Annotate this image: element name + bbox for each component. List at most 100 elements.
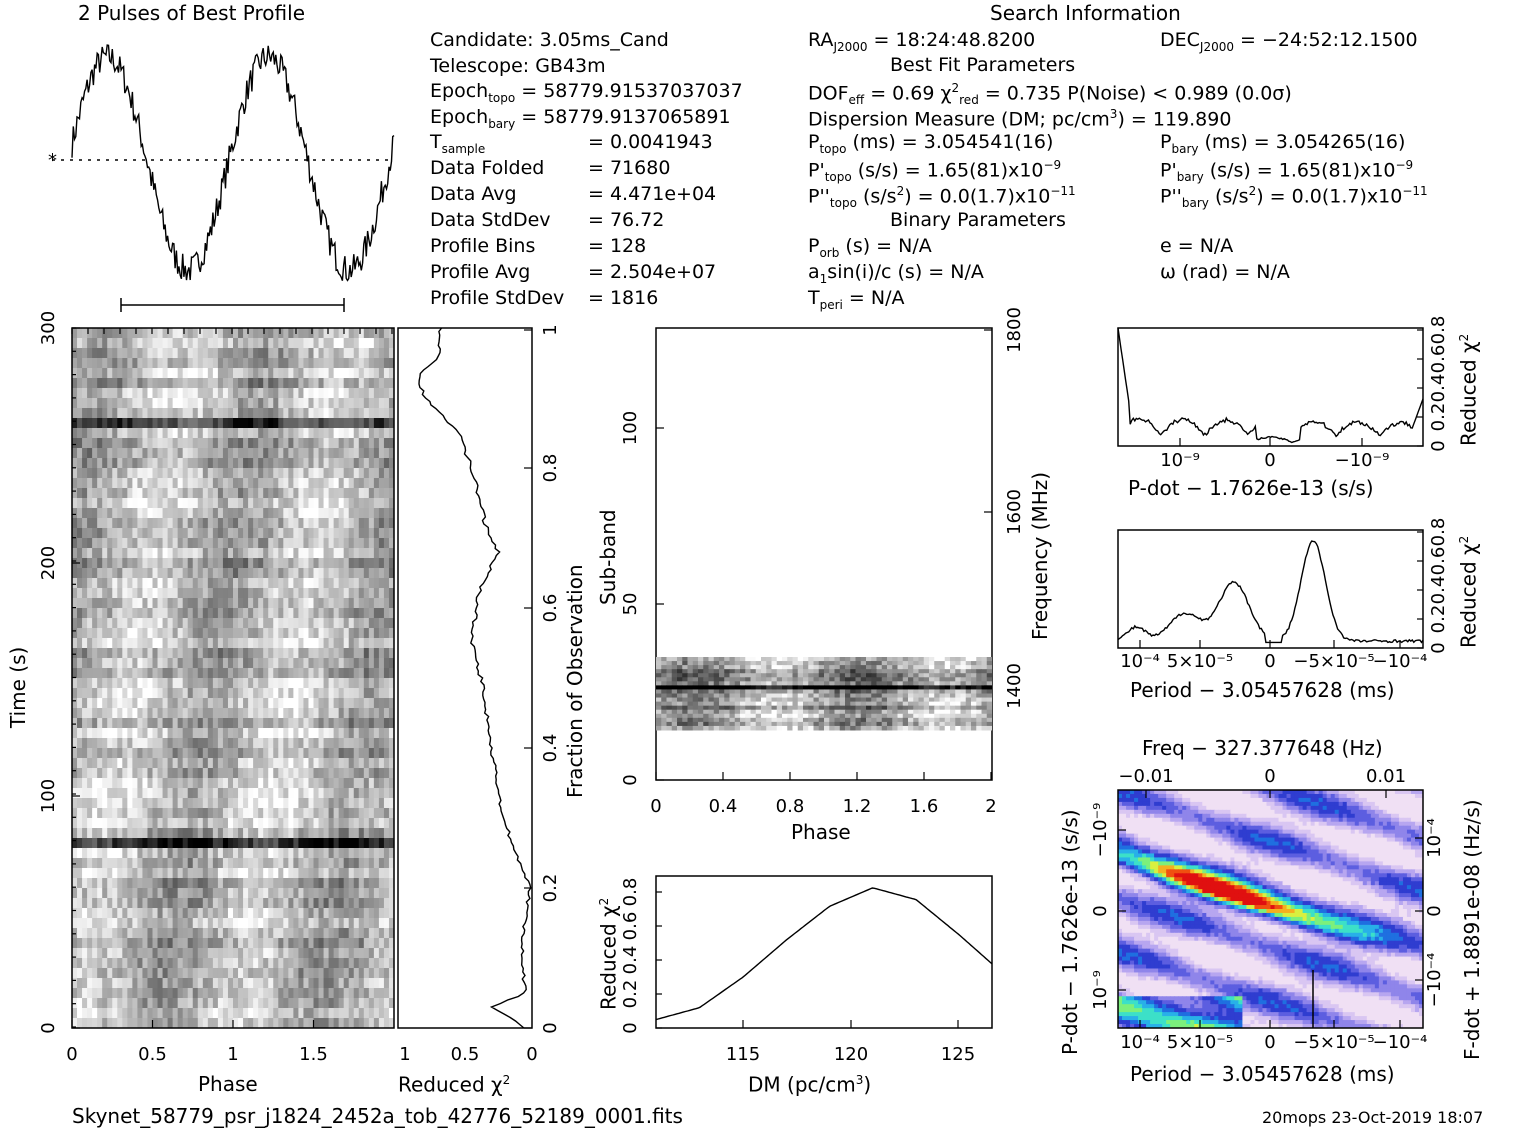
- binary-title: Binary Parameters: [890, 209, 1066, 231]
- period2-tick-label: 5×10⁻⁵: [1167, 1032, 1233, 1053]
- period-chi-tick-label: 0.6: [1428, 547, 1449, 576]
- data-std-value: = 76.72: [588, 209, 665, 231]
- pdot-chi-tick-label: 0.6: [1428, 345, 1449, 374]
- period-tick-label: 10⁻⁴: [1120, 651, 1160, 672]
- period2-axis-label: Period − 3.05457628 (ms): [1130, 1062, 1395, 1086]
- omega-line: ω (rad) = N/A: [1160, 261, 1290, 283]
- dm-axis-label: DM (pc/cm3): [748, 1072, 872, 1097]
- pdot-chi-frame: [1117, 327, 1424, 447]
- frac-tick-label: 0.4: [540, 734, 561, 763]
- frac-tick-label: 0.2: [540, 874, 561, 903]
- fdot-tick-label: 10⁻⁴: [1424, 818, 1445, 858]
- pdot-tick-label: 10⁻⁹: [1160, 450, 1200, 471]
- profile-std-value: = 1816: [588, 287, 659, 309]
- profile-curve: [71, 44, 395, 282]
- phase2-tick-label: 1.6: [910, 796, 939, 817]
- pdot-left-tick-label: 0: [1090, 905, 1111, 916]
- dmchi-tick-label: 0.2: [620, 980, 641, 1009]
- redchi-tick-label: 1: [399, 1044, 410, 1065]
- dec-line: DECJ2000 = −24:52:12.1500: [1160, 29, 1418, 54]
- profile-avg-line: Profile Avg: [430, 261, 531, 283]
- subband-tick-label: 100: [620, 411, 641, 445]
- period-chi-tick-label: 0: [1428, 642, 1449, 653]
- phase2-tick-label: 0.4: [709, 796, 738, 817]
- redchi-axis-label: Reduced χ2: [398, 1072, 511, 1097]
- p-topo-line: Ptopo (ms) = 3.054541(16): [808, 131, 1054, 156]
- freq-top-label: Freq − 327.377648 (Hz): [1142, 736, 1383, 760]
- frac-tick-label: 0.8: [540, 454, 561, 483]
- fdot-tick-label: −10⁻⁴: [1424, 953, 1445, 1008]
- redchi-tick-label: 0: [526, 1044, 537, 1065]
- pdot-chi-tick-label: 0.4: [1428, 374, 1449, 403]
- t-sample-line: Tsample: [430, 131, 486, 156]
- freqtop-tick-label: 0.01: [1366, 766, 1406, 787]
- period-chi-tick-label: 0.4: [1428, 576, 1449, 605]
- telescope-line: Telescope: GB43m: [430, 55, 606, 77]
- dm-redchi-label: Reduced χ2: [596, 897, 621, 1010]
- redchi-time-curve: [418, 327, 532, 1029]
- dmchi-tick-label: 0.4: [620, 946, 641, 975]
- pdot-redchi-label: Reduced χ2: [1456, 333, 1481, 446]
- time-tick-label: 100: [38, 779, 59, 813]
- phase-tick-label: 0: [66, 1044, 77, 1065]
- pdot-chi-curve: [1117, 327, 1424, 444]
- pdot-chi-tick-label: 0.8: [1428, 316, 1449, 345]
- epoch-bary-line: Epochbary = 58779.9137065891: [430, 106, 731, 131]
- profile-mean-marker: *: [48, 150, 57, 171]
- data-folded-value: = 71680: [588, 157, 671, 179]
- dmchi-tick-label: 0.8: [620, 878, 641, 907]
- epoch-topo-line: Epochtopo = 58779.91537037037: [430, 80, 743, 105]
- frac-tick-label: 0.6: [540, 594, 561, 623]
- freqtop-tick-label: 0: [1264, 766, 1275, 787]
- freq-tick-label: 1400: [1004, 663, 1025, 709]
- pdot-left-tick-label: −10⁻⁹: [1090, 803, 1111, 858]
- profile-bins-value: = 128: [588, 235, 647, 257]
- frac-obs-label: Fraction of Observation: [563, 564, 587, 798]
- period-tick-label: −10⁻⁴: [1373, 651, 1428, 672]
- porb-line: Porb (s) = N/A: [808, 235, 932, 260]
- pdot-axis-label: P-dot − 1.7626e-13 (s/s): [1128, 476, 1374, 500]
- best-fit-title: Best Fit Parameters: [890, 54, 1076, 76]
- asini-line: a1sin(i)/c (s) = N/A: [808, 261, 984, 286]
- t-sample-value: = 0.0041943: [588, 131, 713, 153]
- period-chi-curve: [1117, 540, 1424, 644]
- profile-title: 2 Pulses of Best Profile: [78, 1, 305, 25]
- profile-bins-line: Profile Bins: [430, 235, 536, 257]
- period-chi-tick-label: 0.8: [1428, 518, 1449, 547]
- period2-tick-label: −10⁻⁴: [1373, 1032, 1428, 1053]
- subband-heatmap: [656, 657, 992, 731]
- ra-line: RAJ2000 = 18:24:48.8200: [808, 29, 1036, 54]
- time-phase-heatmap: [72, 328, 394, 1028]
- frac-tick-label: 0: [540, 1022, 561, 1033]
- freq-axis-label: Frequency (MHz): [1028, 471, 1052, 640]
- p-pdot-heatmap: [1118, 790, 1423, 1028]
- tperi-line: Tperi = N/A: [808, 287, 905, 312]
- timestamp-footer: 20mops 23-Oct-2019 18:07: [1262, 1108, 1484, 1127]
- phase-tick-label: 1.5: [299, 1044, 328, 1065]
- period-redchi-label: Reduced χ2: [1456, 535, 1481, 648]
- dm-line: Dispersion Measure (DM; pc/cm3) = 119.89…: [808, 107, 1232, 131]
- pddot-topo-line: P''topo (s/s2) = 0.0(1.7)x10−11: [808, 184, 1076, 211]
- dm-chi-curve: [655, 887, 993, 1021]
- fdot-axis-label: F-dot + 1.8891e-08 (Hz/s): [1460, 799, 1484, 1060]
- time-tick-label: 300: [38, 311, 59, 345]
- ecc-line: e = N/A: [1160, 235, 1234, 257]
- profile-plot: *: [48, 44, 395, 312]
- phase2-axis-label: Phase: [791, 820, 851, 844]
- phase2-tick-label: 2: [985, 796, 996, 817]
- pdot-bary-line: P'bary (s/s) = 1.65(81)x10−9: [1160, 158, 1414, 185]
- pdot-left-tick-label: 10⁻⁹: [1090, 970, 1111, 1010]
- fdot-tick-label: 0: [1424, 905, 1445, 916]
- redchi-tick-label: 0.5: [451, 1044, 480, 1065]
- dm-tick-label: 115: [726, 1044, 760, 1065]
- phase2-tick-label: 0: [650, 796, 661, 817]
- period2-tick-label: 0: [1264, 1032, 1275, 1053]
- time-tick-label: 0: [38, 1022, 59, 1033]
- pddot-bary-line: P''bary (s/s2) = 0.0(1.7)x10−11: [1160, 184, 1428, 211]
- pdot-tick-label: 0: [1264, 450, 1275, 471]
- pdot-chi-tick-label: 0.2: [1428, 403, 1449, 432]
- time-axis-label: Time (s): [6, 646, 30, 728]
- search-info-title: Search Information: [990, 1, 1181, 25]
- phase2-tick-label: 0.8: [776, 796, 805, 817]
- phase-tick-label: 1: [227, 1044, 238, 1065]
